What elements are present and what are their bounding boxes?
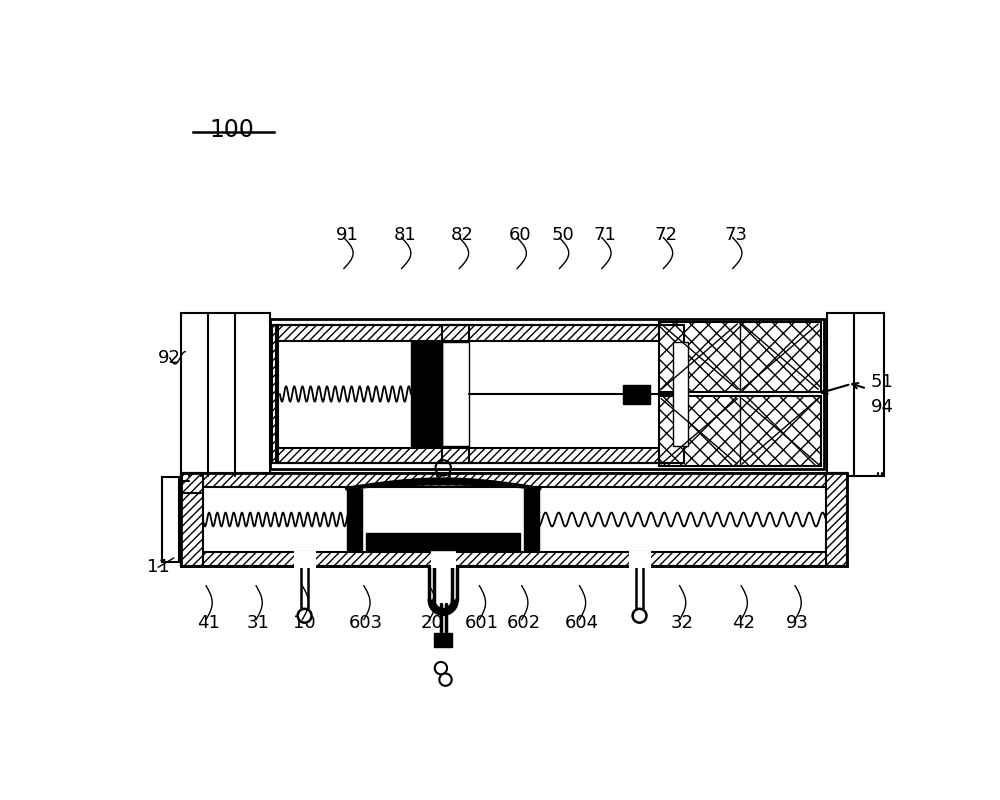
Bar: [411, 342, 442, 446]
Bar: [366, 534, 520, 550]
Bar: [673, 326, 688, 341]
Bar: [659, 396, 821, 466]
Text: 604: 604: [565, 614, 599, 632]
Text: 100: 100: [209, 118, 254, 142]
Bar: [181, 313, 270, 476]
Text: 601: 601: [465, 614, 499, 632]
Polygon shape: [429, 600, 457, 614]
Text: 92: 92: [158, 349, 181, 366]
Text: 94: 94: [871, 398, 894, 416]
Bar: [827, 313, 884, 476]
Bar: [826, 474, 847, 566]
Text: 602: 602: [507, 614, 541, 632]
Text: 82: 82: [451, 226, 474, 243]
Text: 42: 42: [732, 614, 755, 632]
Bar: [347, 489, 362, 550]
Text: 93: 93: [786, 614, 809, 632]
Bar: [442, 342, 469, 446]
Circle shape: [298, 609, 312, 622]
Bar: [181, 474, 847, 566]
Text: 72: 72: [655, 226, 678, 243]
Circle shape: [633, 609, 646, 622]
Bar: [181, 552, 847, 566]
Bar: [442, 326, 469, 341]
Text: 51: 51: [871, 374, 893, 391]
Bar: [630, 552, 650, 567]
Text: 31: 31: [247, 614, 270, 632]
Text: 11: 11: [147, 558, 170, 576]
Bar: [623, 385, 650, 404]
Text: 10: 10: [293, 614, 316, 632]
Bar: [276, 326, 684, 341]
Circle shape: [435, 662, 447, 674]
Text: 603: 603: [349, 614, 383, 632]
Circle shape: [439, 674, 452, 686]
Bar: [295, 552, 315, 567]
Bar: [276, 448, 684, 463]
Text: 60: 60: [509, 226, 532, 243]
Bar: [442, 448, 469, 463]
Text: 73: 73: [724, 226, 747, 243]
Text: 32: 32: [670, 614, 693, 632]
Bar: [181, 474, 847, 487]
Bar: [272, 326, 278, 463]
Text: 20: 20: [420, 614, 443, 632]
Bar: [659, 322, 821, 392]
Bar: [673, 448, 688, 463]
Text: 50: 50: [551, 226, 574, 243]
Text: 71: 71: [593, 226, 616, 243]
Text: 41: 41: [197, 614, 220, 632]
Bar: [162, 477, 179, 562]
Bar: [432, 552, 455, 567]
Bar: [434, 634, 452, 647]
Text: 81: 81: [393, 226, 416, 243]
Text: 91: 91: [336, 226, 358, 243]
Bar: [276, 326, 684, 463]
Bar: [524, 489, 539, 550]
Bar: [181, 474, 203, 566]
Bar: [270, 319, 824, 470]
Bar: [673, 342, 688, 446]
Polygon shape: [347, 479, 539, 489]
